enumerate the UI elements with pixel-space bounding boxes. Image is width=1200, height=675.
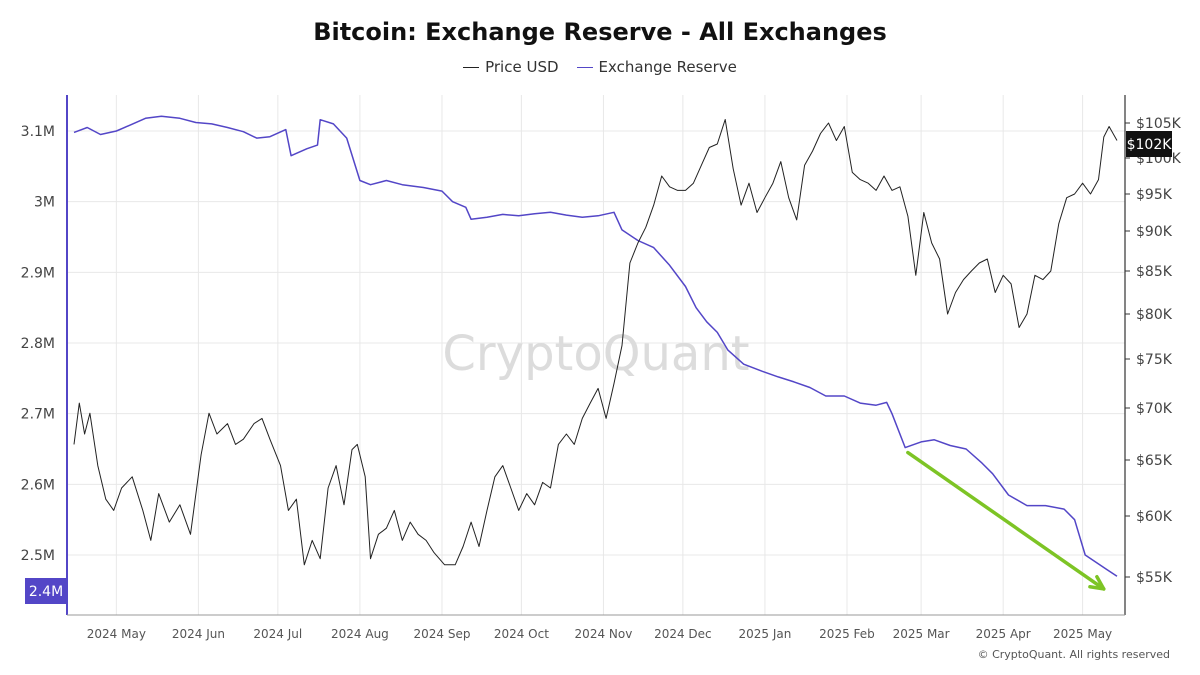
x-tick-label: 2024 Aug <box>331 627 389 641</box>
exchange-reserve-line <box>73 115 1118 577</box>
y-left-tick-label: 2.7M <box>21 407 55 423</box>
y-left-tick-label: 2.5M <box>21 548 55 564</box>
watermark-logo: CryptoQuant <box>442 326 749 382</box>
copyright-text: © CryptoQuant. All rights reserved <box>977 648 1170 661</box>
legend-swatch-reserve <box>576 66 593 68</box>
y-right-current-value: $102K <box>1127 137 1173 153</box>
y-right-tick-label: $90K <box>1136 224 1173 240</box>
y-right-tick-label: $105K <box>1136 116 1182 132</box>
y-right-tick-label: $95K <box>1136 187 1173 203</box>
x-tick-label: 2024 Dec <box>654 627 712 641</box>
y-left-current-badge <box>25 578 67 604</box>
chart-title: Bitcoin: Exchange Reserve - All Exchange… <box>313 18 887 46</box>
y-right-tick-label: $65K <box>1136 453 1173 469</box>
y-right-tick-label: $75K <box>1136 352 1173 368</box>
series <box>73 115 1118 577</box>
x-tick-label: 2024 Sep <box>413 627 470 641</box>
y-left-tick-label: 3.1M <box>21 124 55 140</box>
y-right-current-badge <box>1126 131 1172 157</box>
legend-item-reserve[interactable]: Exchange Reserve <box>576 58 737 76</box>
y-right-tick-label: $80K <box>1136 307 1173 323</box>
trend-arrow-shaft <box>906 450 1106 591</box>
legend: Price USD Exchange Reserve <box>0 58 1200 76</box>
y-right-tick-label: $70K <box>1136 401 1173 417</box>
y-left-tick-label: 3M <box>34 195 55 211</box>
x-tick-label: 2024 Jul <box>253 627 302 641</box>
legend-label-price: Price USD <box>485 58 559 76</box>
legend-label-reserve: Exchange Reserve <box>598 58 737 76</box>
y-right-tick-label: $85K <box>1136 264 1173 280</box>
y-left-current-value: 2.4M <box>29 584 63 600</box>
legend-swatch-price <box>463 66 480 68</box>
annotations <box>906 450 1106 591</box>
y-right-tick-label: $55K <box>1136 570 1173 586</box>
x-tick-label: 2025 May <box>1053 627 1112 641</box>
y-right-tick-label: $60K <box>1136 509 1173 525</box>
y-left-tick-label: 2.8M <box>21 336 55 352</box>
x-tick-label: 2024 Jun <box>172 627 225 641</box>
grid-lines <box>67 95 1125 615</box>
x-tick-label: 2024 May <box>87 627 146 641</box>
legend-item-price[interactable]: Price USD <box>463 58 559 76</box>
axis-labels: 3.1M3M2.9M2.8M2.7M2.6M2.5M$105K$100K$95K… <box>21 116 1182 641</box>
axes <box>66 95 1130 616</box>
x-tick-label: 2025 Jan <box>738 627 791 641</box>
y-left-tick-label: 2.6M <box>21 477 55 493</box>
price-usd-line <box>73 119 1118 566</box>
trend-arrow-head <box>1088 574 1106 591</box>
x-tick-label: 2025 Mar <box>893 627 950 641</box>
x-tick-label: 2025 Apr <box>976 627 1031 641</box>
x-tick-label: 2024 Nov <box>575 627 633 641</box>
y-left-tick-label: 2.9M <box>21 265 55 281</box>
x-tick-label: 2024 Oct <box>494 627 549 641</box>
x-tick-label: 2025 Feb <box>819 627 875 641</box>
